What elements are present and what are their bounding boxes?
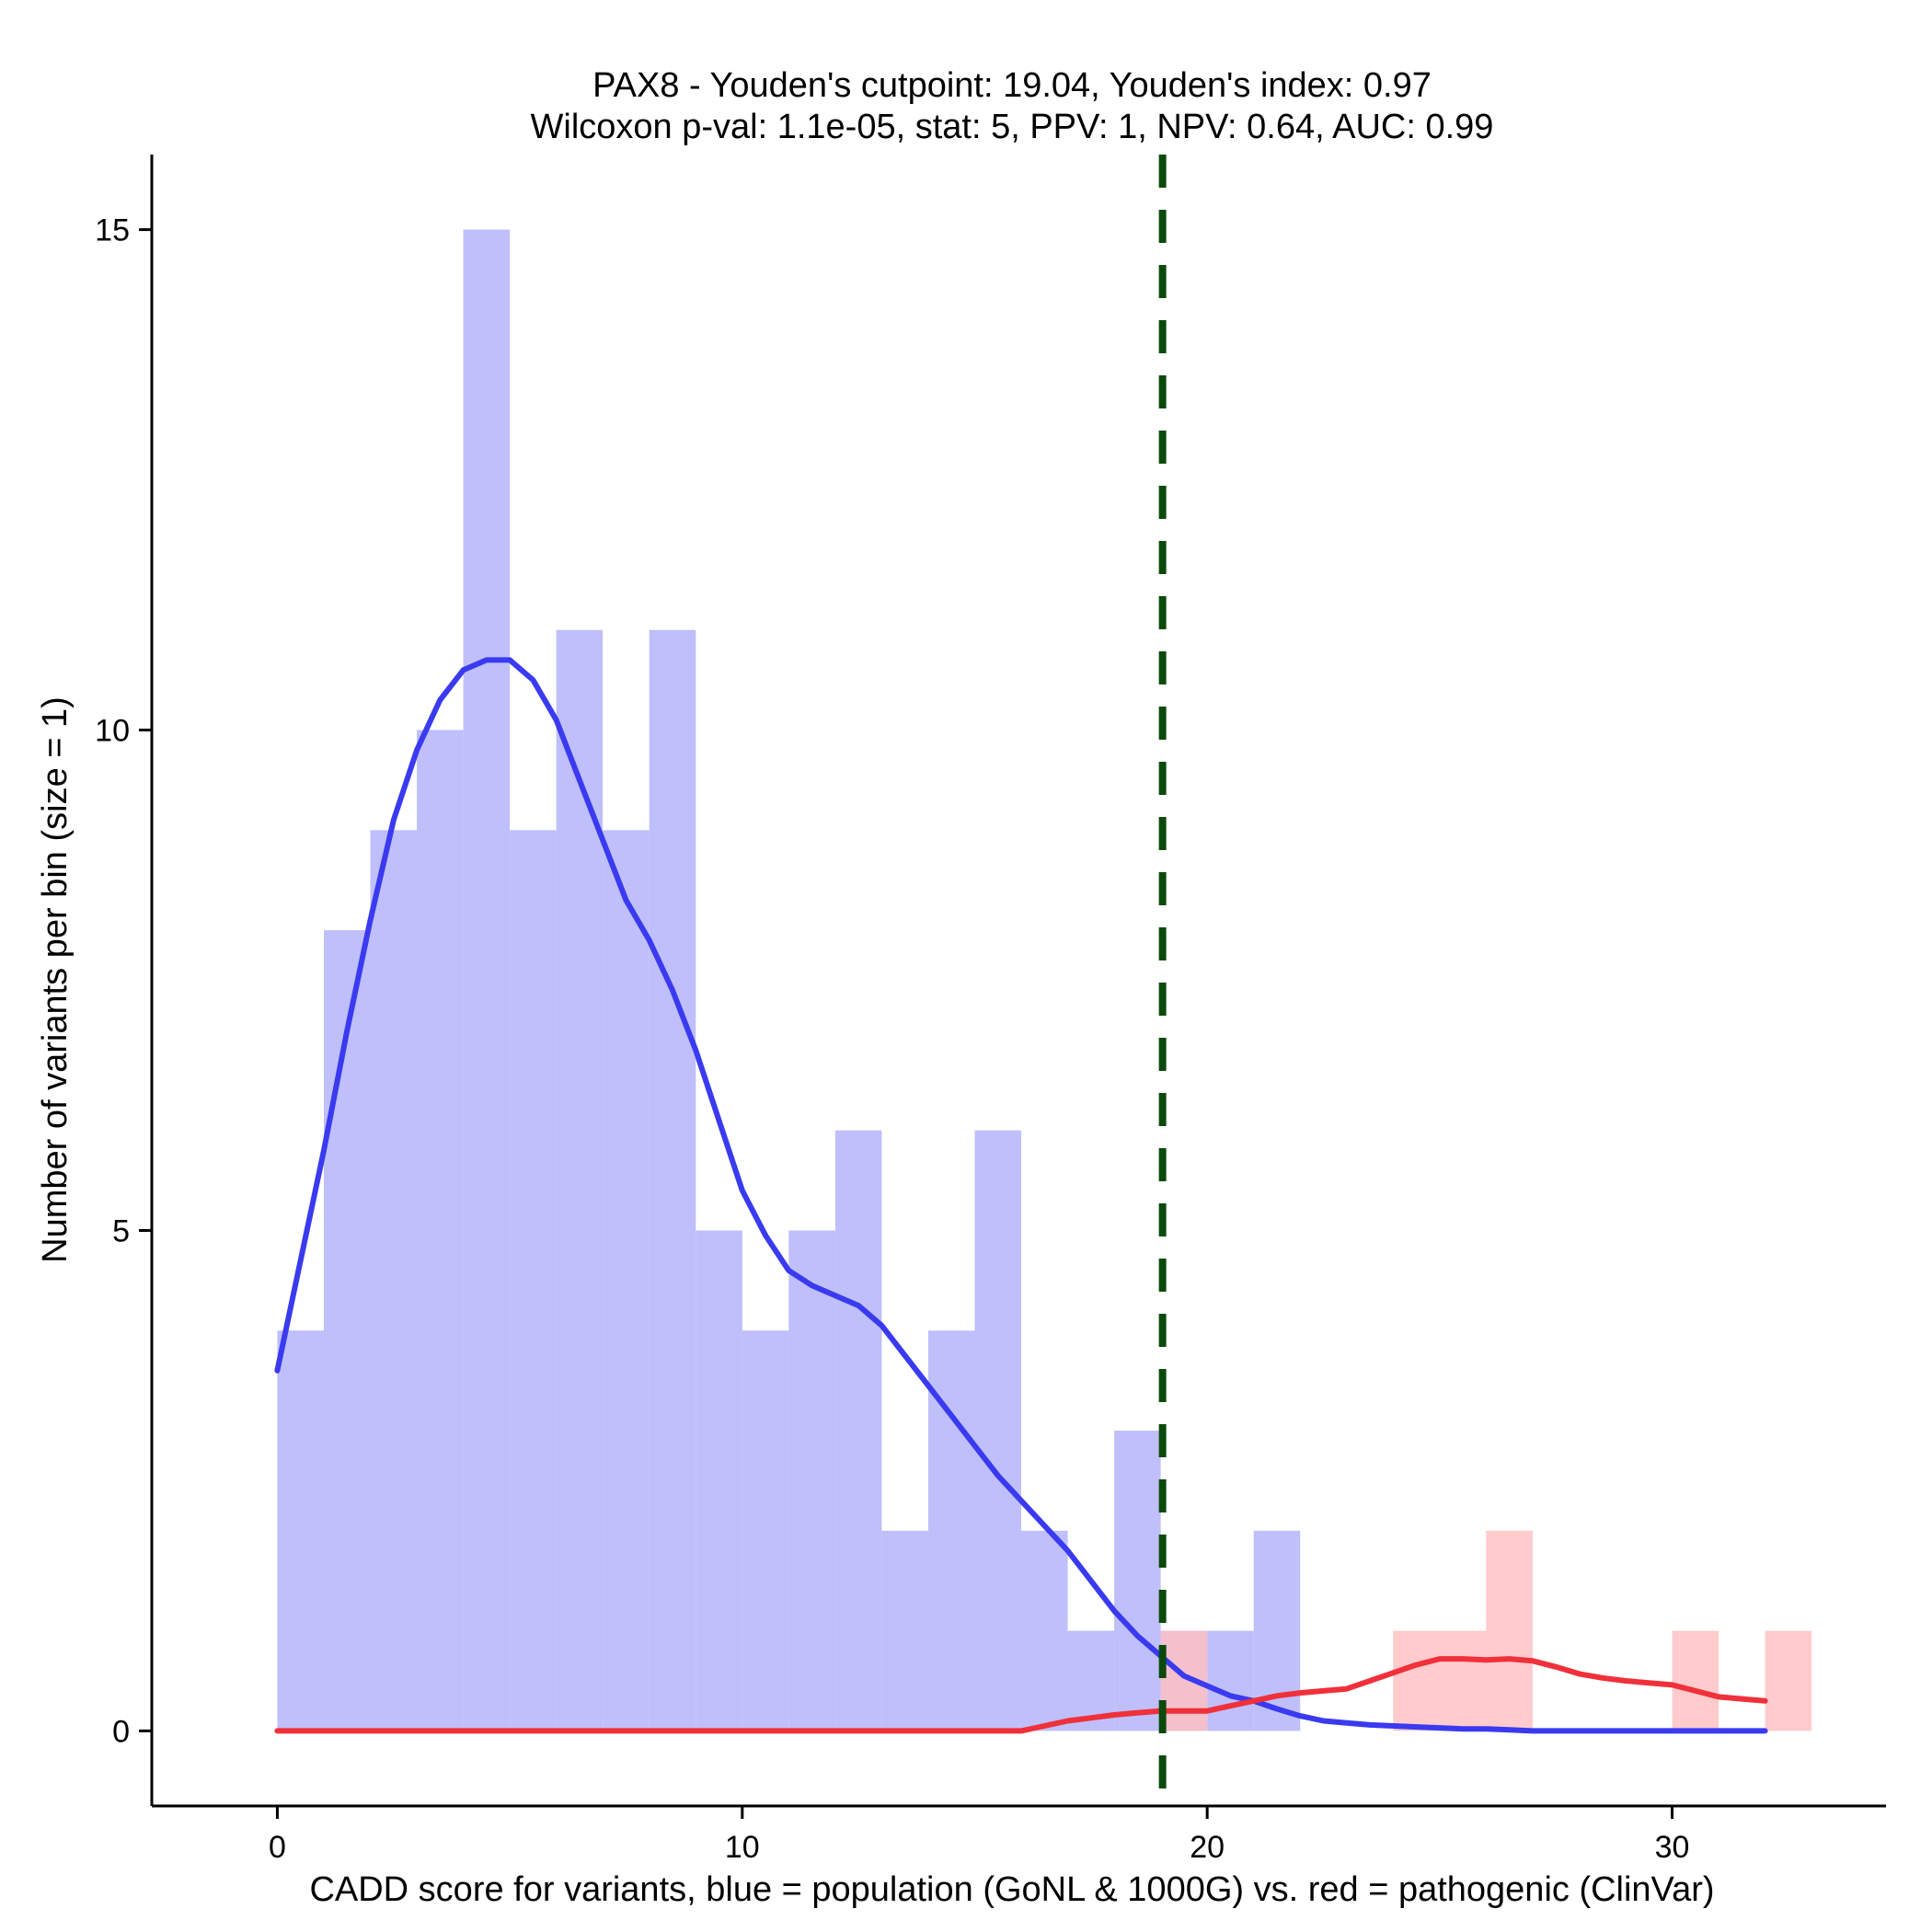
population-bar-20 (1207, 1630, 1254, 1731)
population-bar-8 (649, 629, 696, 1731)
pathogenic-bar-26 (1486, 1530, 1533, 1731)
y-axis-ticks: 0 5 10 15 (95, 213, 152, 1749)
x-tick-label-10: 10 (725, 1830, 760, 1865)
population-bar-12 (834, 1130, 882, 1731)
y-tick-label-5: 5 (112, 1213, 130, 1248)
population-density-curve (274, 657, 1768, 1734)
population-bar-18 (1114, 1431, 1161, 1731)
y-tick-label-0: 0 (112, 1714, 130, 1749)
chart-title: PAX8 - Youden's cutpoint: 19.04, Youden'… (592, 66, 1432, 105)
chart-subtitle: Wilcoxon p-val: 1.1e-05, stat: 5, PPV: 1… (531, 108, 1494, 146)
population-bar-9 (696, 1230, 742, 1731)
population-bar-5 (510, 830, 557, 1731)
population-bar-11 (788, 1230, 835, 1731)
pathogenic-density-curve (274, 1656, 1768, 1734)
population-bar-2 (370, 830, 418, 1731)
population-bar-3 (417, 730, 464, 1731)
y-tick-label-10: 10 (95, 714, 130, 749)
pathogenic-bars (1160, 1530, 1812, 1731)
pathogenic-bar-25 (1439, 1630, 1487, 1731)
x-axis-label: CADD score for variants, blue = populati… (309, 1870, 1714, 1909)
population-bar-6 (556, 629, 604, 1731)
y-axis-label: Number of variants per bin (size = 1) (36, 696, 75, 1263)
pathogenic-bar-24 (1393, 1630, 1440, 1731)
population-bar-4 (463, 229, 511, 1731)
x-tick-label-20: 20 (1190, 1830, 1225, 1865)
density-curves (274, 657, 1768, 1734)
population-bar-10 (742, 1330, 789, 1731)
x-tick-label-0: 0 (269, 1830, 286, 1865)
x-tick-label-30: 30 (1655, 1830, 1690, 1865)
x-axis-ticks: 0 10 20 30 (269, 1806, 1689, 1865)
population-bar-0 (277, 1330, 324, 1731)
population-bar-13 (881, 1530, 928, 1731)
y-tick-label-15: 15 (95, 213, 130, 248)
population-bar-15 (974, 1130, 1022, 1731)
population-bars (277, 229, 1301, 1731)
population-bar-16 (1021, 1530, 1068, 1731)
population-bar-7 (603, 830, 650, 1731)
population-bar-1 (323, 930, 371, 1731)
pathogenic-bar-30 (1672, 1630, 1719, 1731)
axes (150, 155, 1886, 1808)
pathogenic-bar-32 (1765, 1630, 1812, 1731)
